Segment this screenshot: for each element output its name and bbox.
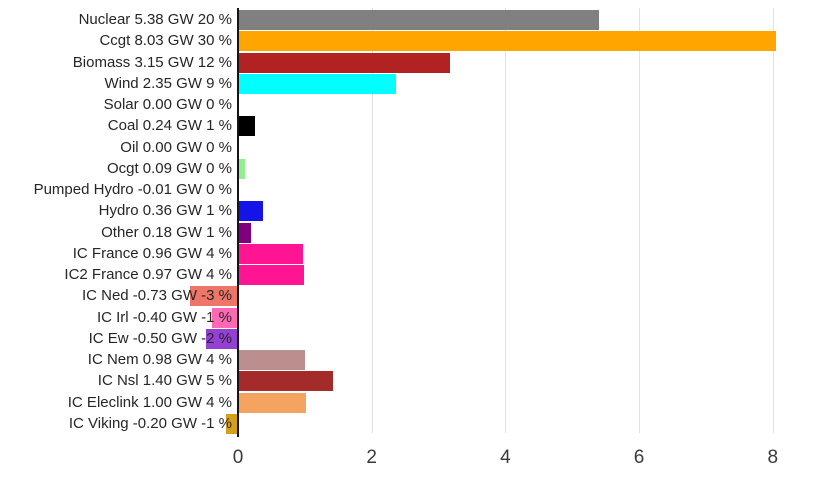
gridline-4 <box>505 8 507 433</box>
category-label-ic-ned: IC Ned -0.73 GW -3 % <box>81 287 232 305</box>
category-label-ic-viking: IC Viking -0.20 GW -1 % <box>68 414 232 432</box>
category-label-ic-nem: IC Nem 0.98 GW 4 % <box>87 351 232 368</box>
bar-ic2-france <box>239 265 304 285</box>
bar-ic-ew <box>205 328 239 349</box>
category-label-nuclear: Nuclear 5.38 GW 20 % <box>78 11 232 28</box>
category-label-pumped-hydro: Pumped Hydro -0.01 GW 0 % <box>33 181 232 198</box>
x-tick-label-8: 8 <box>767 447 779 468</box>
category-label-ic2-france: IC2 France 0.97 GW 4 % <box>64 266 232 283</box>
bar-ic-nem <box>239 350 305 370</box>
bar-coal <box>239 116 256 137</box>
category-label-ic-irl: IC Irl -0.40 GW -1 % <box>96 308 232 326</box>
bar-nuclear <box>239 10 599 30</box>
category-label-ic-ew: IC Ew -0.50 GW -2 % <box>88 329 232 347</box>
bar-ic-eleclink <box>239 392 306 413</box>
bar-ocgt <box>239 158 246 179</box>
x-tick-label-4: 4 <box>500 447 511 468</box>
bar-ic-nsl <box>239 371 333 392</box>
category-label-solar: Solar 0.00 GW 0 % <box>103 96 232 113</box>
bar-wind <box>239 73 397 94</box>
category-label-ic-france: IC France 0.96 GW 4 % <box>72 244 232 262</box>
bar-ccgt <box>239 31 776 52</box>
category-label-other: Other 0.18 GW 1 % <box>101 223 232 241</box>
category-label-hydro: Hydro 0.36 GW 1 % <box>98 202 232 220</box>
x-tick-label-0: 0 <box>232 447 244 468</box>
bar-other <box>239 222 252 243</box>
category-label-ic-nsl: IC Nsl 1.40 GW 5 % <box>97 372 232 390</box>
gridline-2 <box>371 8 373 433</box>
category-label-coal: Coal 0.24 GW 1 % <box>107 117 232 135</box>
category-label-ccgt: Ccgt 8.03 GW 30 % <box>99 32 232 50</box>
bar-biomass <box>239 52 450 73</box>
category-label-oil: Oil 0.00 GW 0 % <box>120 138 232 156</box>
bar-ic-ned <box>190 286 239 307</box>
gridline-8 <box>772 8 774 433</box>
bar-ic-irl <box>212 307 239 328</box>
bar-ic-viking <box>225 413 239 434</box>
x-tick-label-6: 6 <box>633 447 645 468</box>
category-label-biomass: Biomass 3.15 GW 12 % <box>72 53 232 71</box>
bar-ic-france <box>239 243 304 264</box>
category-label-ic-eleclink: IC Eleclink 1.00 GW 4 % <box>67 393 232 411</box>
category-label-wind: Wind 2.35 GW 9 % <box>104 74 232 92</box>
x-tick-label-2: 2 <box>366 447 377 468</box>
bar-hydro <box>239 201 264 222</box>
category-label-ocgt: Ocgt 0.09 GW 0 % <box>106 159 232 177</box>
gridline-6 <box>639 8 641 433</box>
zero-axis-line <box>237 8 239 437</box>
